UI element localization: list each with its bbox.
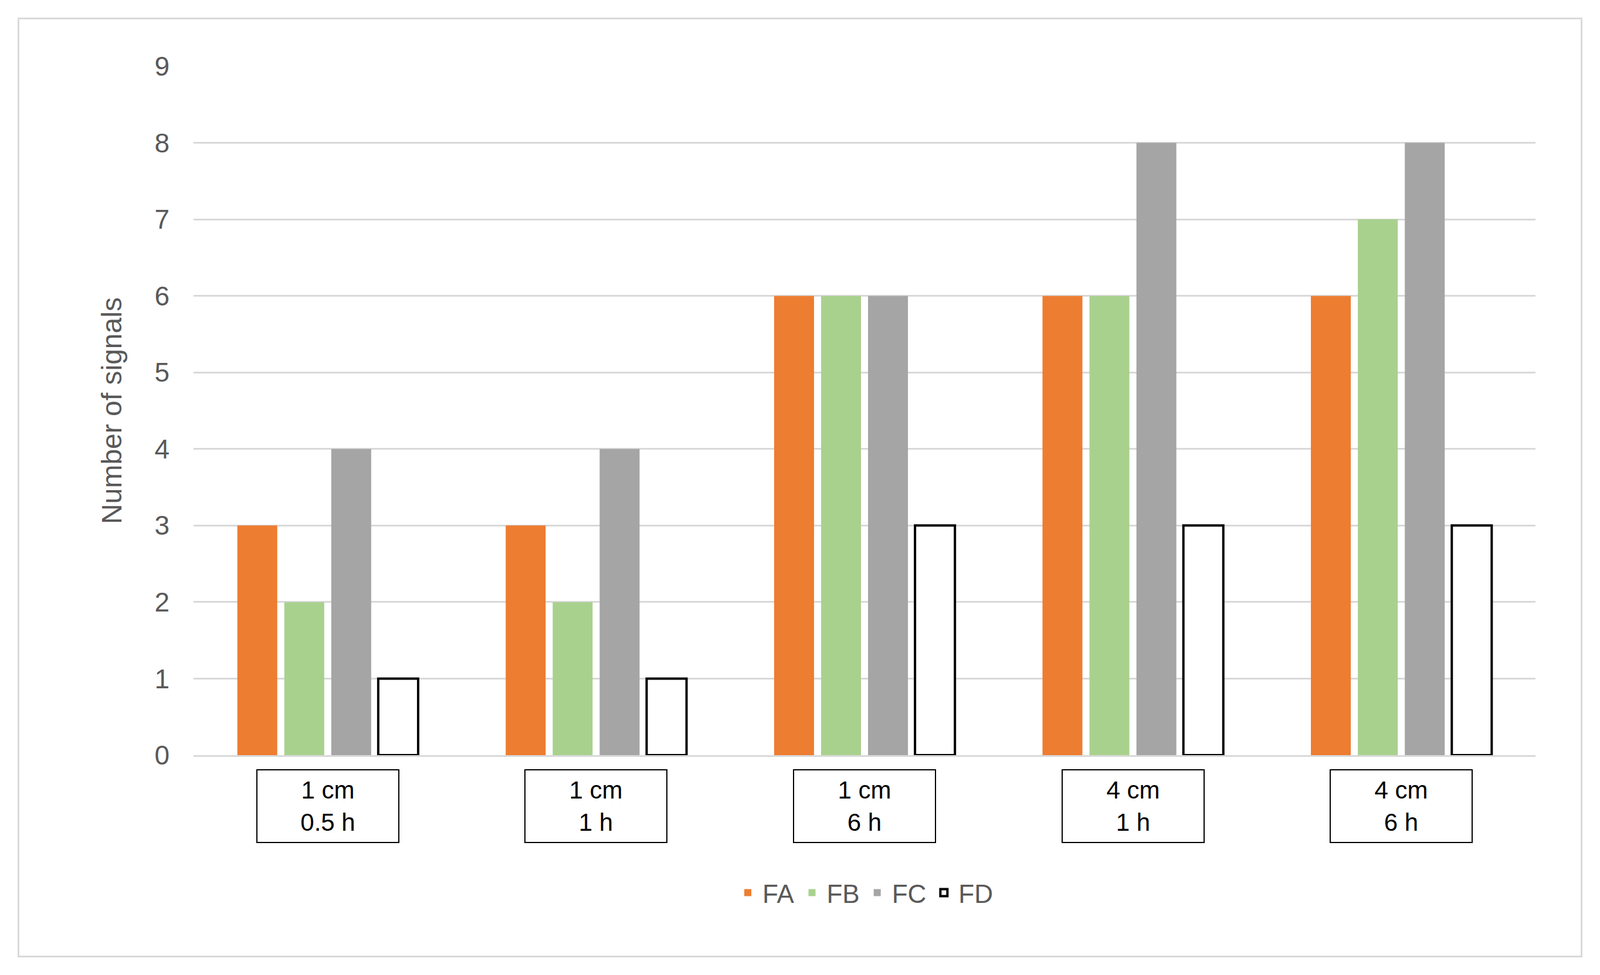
svg-text:8: 8 bbox=[154, 127, 170, 159]
svg-text:1 cm1 h: 1 cm1 h bbox=[568, 776, 623, 837]
svg-text:FD: FD bbox=[958, 879, 993, 909]
svg-text:FB: FB bbox=[826, 879, 860, 909]
svg-text:4 cm1 h: 4 cm1 h bbox=[1106, 776, 1160, 837]
svg-text:9: 9 bbox=[154, 51, 170, 82]
svg-text:0: 0 bbox=[154, 740, 170, 771]
svg-text:6: 6 bbox=[154, 280, 170, 312]
svg-text:2: 2 bbox=[154, 587, 170, 618]
svg-text:3: 3 bbox=[154, 510, 170, 541]
svg-text:Number of signals: Number of signals bbox=[96, 297, 128, 525]
svg-text:7: 7 bbox=[154, 204, 170, 235]
svg-text:4 cm6 h: 4 cm6 h bbox=[1374, 776, 1428, 837]
svg-text:5: 5 bbox=[154, 357, 170, 388]
svg-text:FC: FC bbox=[892, 879, 927, 909]
svg-text:1: 1 bbox=[154, 663, 170, 695]
svg-text:4: 4 bbox=[154, 434, 170, 465]
svg-text:1 cm0.5 h: 1 cm0.5 h bbox=[300, 776, 355, 837]
svg-text:FA: FA bbox=[762, 879, 795, 909]
svg-text:1 cm6 h: 1 cm6 h bbox=[837, 776, 891, 837]
